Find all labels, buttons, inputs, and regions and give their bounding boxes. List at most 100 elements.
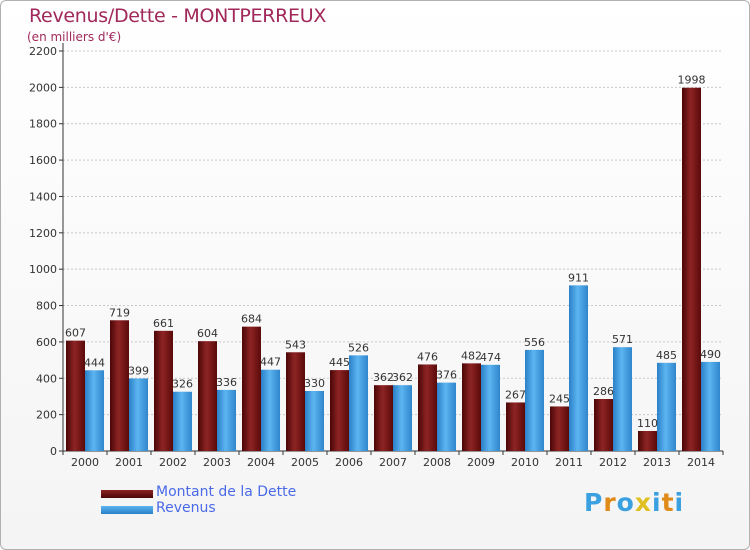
value-label-revenus: 326 [172, 378, 193, 391]
x-tick-label: 2012 [599, 456, 627, 469]
x-tick-label: 2005 [291, 456, 319, 469]
x-tick-label: 2013 [643, 456, 671, 469]
y-tick-label: 0 [50, 445, 57, 458]
value-label-dette: 719 [109, 306, 130, 319]
value-label-revenus: 556 [524, 336, 545, 349]
y-tick-label: 400 [36, 372, 57, 385]
x-tick-label: 2014 [687, 456, 715, 469]
x-tick-label: 2009 [467, 456, 495, 469]
y-tick-label: 2200 [29, 45, 57, 58]
logo-letter: i [652, 488, 662, 517]
bar-dette [418, 364, 437, 451]
y-tick-label: 1600 [29, 154, 57, 167]
logo-letter: t [661, 488, 675, 517]
value-label-revenus: 490 [700, 348, 721, 361]
y-tick-label: 1400 [29, 190, 57, 203]
bar-revenus [129, 378, 148, 451]
value-label-revenus: 336 [216, 376, 237, 389]
value-label-revenus: 362 [392, 371, 413, 384]
bar-dette [110, 320, 129, 451]
logo-letter: P [584, 488, 604, 517]
value-label-dette: 267 [505, 388, 526, 401]
logo-letter: r [603, 488, 617, 517]
value-label-dette: 1998 [678, 74, 706, 87]
value-label-revenus: 399 [128, 364, 149, 377]
value-label-revenus: 376 [436, 369, 457, 382]
y-tick-label: 1200 [29, 227, 57, 240]
bar-revenus [349, 355, 368, 451]
value-label-dette: 362 [373, 371, 394, 384]
x-tick-label: 2004 [247, 456, 275, 469]
logo-letter: o [616, 488, 635, 517]
logo-letter: x [634, 488, 652, 517]
x-tick-label: 2000 [71, 456, 99, 469]
bar-revenus [261, 369, 280, 451]
chart-title: Revenus/Dette - MONTPERREUX [29, 5, 327, 27]
bar-dette [242, 326, 261, 451]
bar-dette [462, 363, 481, 451]
bar-dette [198, 341, 217, 451]
bar-revenus [173, 391, 192, 451]
bar-dette [374, 385, 393, 451]
bar-revenus [85, 370, 104, 451]
bar-dette [506, 402, 525, 451]
bar-revenus [437, 382, 456, 451]
bar-dette [594, 399, 613, 451]
x-tick-label: 2001 [115, 456, 143, 469]
value-label-revenus: 485 [656, 349, 677, 362]
x-tick-label: 2011 [555, 456, 583, 469]
value-label-revenus: 330 [304, 377, 325, 390]
value-label-revenus: 444 [84, 356, 105, 369]
bar-revenus [613, 347, 632, 451]
value-label-dette: 684 [241, 313, 262, 326]
value-label-dette: 661 [153, 317, 174, 330]
proxiti-logo: Proxiti [584, 488, 684, 517]
value-label-revenus: 911 [568, 271, 589, 284]
y-tick-label: 800 [36, 300, 57, 313]
bar-dette [550, 406, 569, 451]
logo-letter: i [674, 488, 685, 517]
bar-dette [286, 352, 305, 451]
bar-revenus [525, 349, 544, 451]
bars [66, 87, 720, 452]
bar-revenus [217, 389, 236, 451]
value-label-dette: 286 [593, 385, 614, 398]
y-tick-label: 600 [36, 336, 57, 349]
value-label-revenus: 447 [260, 356, 281, 369]
value-label-dette: 110 [637, 417, 658, 430]
x-tick-label: 2007 [379, 456, 407, 469]
value-label-dette: 445 [329, 356, 350, 369]
bar-revenus [569, 285, 588, 451]
value-label-dette: 482 [461, 349, 482, 362]
value-label-dette: 604 [197, 327, 218, 340]
bar-revenus [481, 364, 500, 451]
bar-revenus [305, 391, 324, 451]
bar-revenus [393, 385, 412, 451]
bar-revenus [701, 361, 720, 451]
bar-dette [154, 330, 173, 451]
y-tick-label: 200 [36, 409, 57, 422]
value-label-revenus: 571 [612, 333, 633, 346]
y-tick-label: 2000 [29, 81, 57, 94]
value-label-revenus: 474 [480, 351, 501, 364]
value-labels: 607 444 719 399 661 326 604 336 684 447 543 330 445 5… [65, 74, 721, 430]
bar-dette [66, 340, 85, 451]
legend-label-revenus: Revenus [156, 500, 216, 516]
value-label-revenus: 526 [348, 341, 369, 354]
bar-dette [682, 87, 701, 452]
legend-label-dette: Montant de la Dette [156, 484, 297, 500]
x-tick-label: 2008 [423, 456, 451, 469]
value-label-dette: 245 [549, 392, 570, 405]
value-label-dette: 543 [285, 338, 306, 351]
legend-swatch-revenus [101, 506, 153, 514]
y-tick-label: 1800 [29, 118, 57, 131]
x-tick-label: 2006 [335, 456, 363, 469]
legend-swatch-dette [101, 490, 153, 498]
bar-dette [330, 370, 349, 451]
x-tick-label: 2010 [511, 456, 539, 469]
value-label-dette: 476 [417, 350, 438, 363]
y-tick-label: 1000 [29, 263, 57, 276]
x-tick-label: 2002 [159, 456, 187, 469]
